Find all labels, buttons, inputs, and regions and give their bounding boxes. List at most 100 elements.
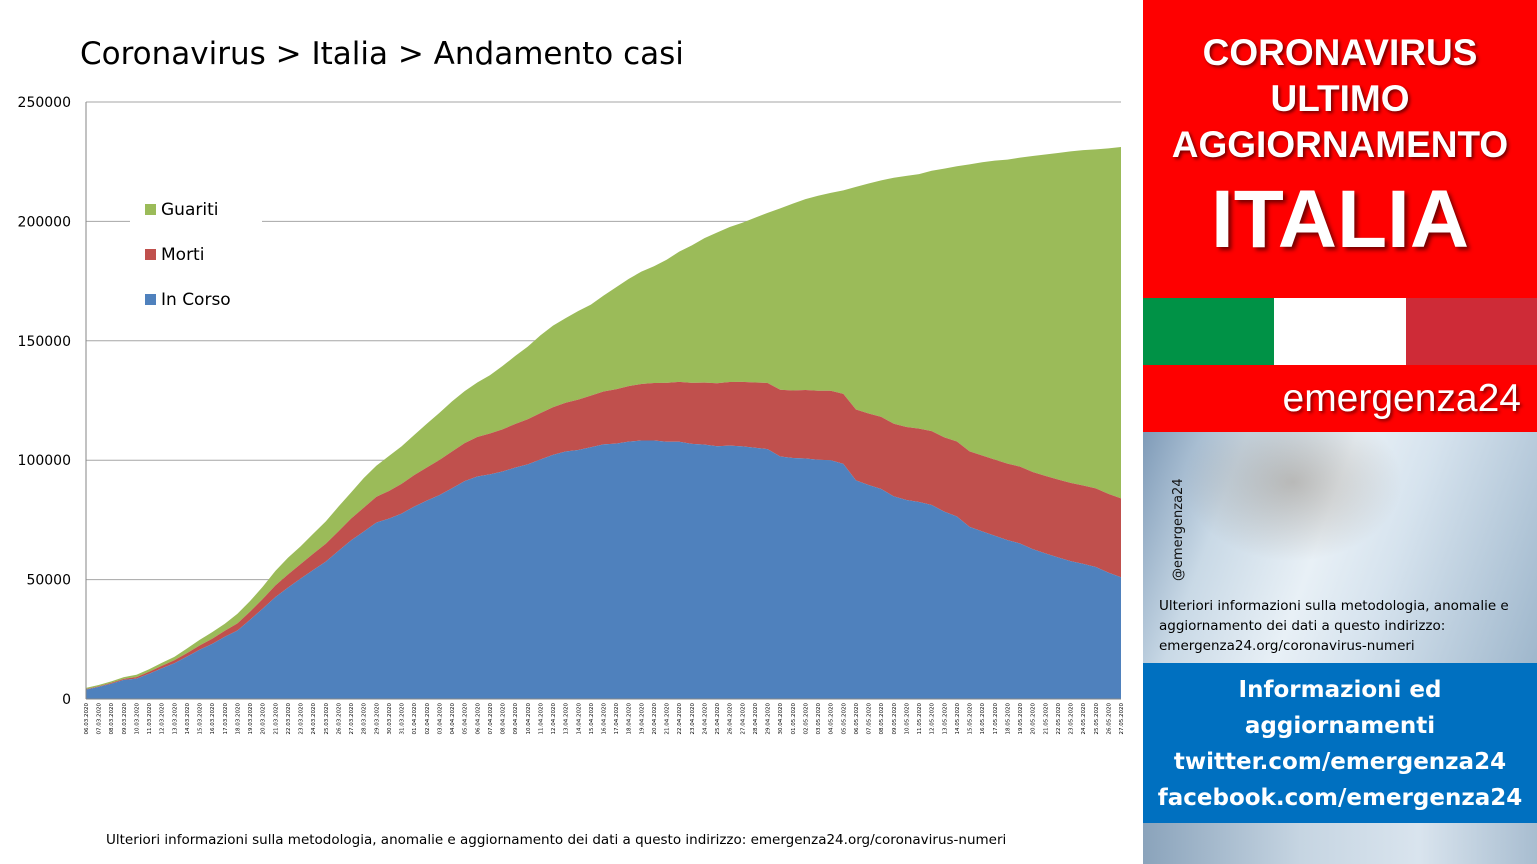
x-tick-label: 25.03.2020	[324, 703, 330, 735]
area-series-guariti	[86, 147, 1121, 690]
x-tick-label: 09.05.2020	[892, 703, 898, 735]
info-line-1: Informazioni ed	[1238, 677, 1442, 703]
x-tick-label: 22.04.2020	[677, 703, 683, 735]
x-tick-label: 19.05.2020	[1018, 703, 1024, 735]
x-tick-label: 08.04.2020	[501, 703, 507, 735]
x-tick-label: 06.05.2020	[854, 703, 860, 735]
legend-label: Guariti	[161, 200, 218, 220]
x-tick-label: 06.03.2020	[84, 703, 90, 735]
x-tick-label: 16.05.2020	[980, 703, 986, 735]
x-tick-label: 26.05.2020	[1106, 703, 1112, 735]
x-tick-label: 11.05.2020	[917, 703, 923, 735]
brand-bar: emergenza24	[1143, 365, 1537, 432]
x-tick-label: 25.04.2020	[715, 703, 721, 735]
x-tick-label: 21.04.2020	[665, 703, 671, 735]
x-tick-label: 22.05.2020	[1056, 703, 1062, 735]
headline-panel: CORONAVIRUS ULTIMO AGGIORNAMENTO ITALIA	[1143, 0, 1537, 298]
y-tick-label: 150000	[18, 334, 71, 350]
y-tick-label: 250000	[18, 95, 71, 111]
x-tick-label: 25.05.2020	[1094, 703, 1100, 735]
flag-stripe-green	[1143, 298, 1274, 365]
legend-label: In Corso	[161, 290, 231, 310]
x-tick-label: 04.04.2020	[450, 703, 456, 735]
x-tick-label: 23.03.2020	[299, 703, 305, 735]
area-series-morti	[86, 381, 1121, 690]
x-tick-label: 10.04.2020	[526, 703, 532, 735]
x-tick-label: 16.04.2020	[602, 703, 608, 735]
sidebar: CORONAVIRUS ULTIMO AGGIORNAMENTO ITALIA …	[1143, 0, 1537, 864]
x-tick-label: 23.05.2020	[1069, 703, 1075, 735]
x-tick-label: 02.05.2020	[803, 703, 809, 735]
twitter-link[interactable]: twitter.com/emergenza24	[1173, 749, 1507, 775]
legend-swatch	[145, 204, 156, 215]
x-tick-label: 10.05.2020	[904, 703, 910, 735]
x-tick-label: 18.05.2020	[1005, 703, 1011, 735]
x-tick-label: 18.04.2020	[627, 703, 633, 735]
x-tick-label: 03.04.2020	[437, 703, 443, 735]
x-tick-label: 26.03.2020	[336, 703, 342, 735]
x-tick-label: 04.05.2020	[829, 703, 835, 735]
x-tick-label: 30.03.2020	[387, 703, 393, 735]
x-tick-label: 20.03.2020	[261, 703, 267, 735]
x-tick-label: 27.03.2020	[349, 703, 355, 735]
y-tick-label: 200000	[18, 214, 71, 230]
x-tick-label: 08.03.2020	[109, 703, 115, 735]
x-tick-label: 17.03.2020	[223, 703, 229, 735]
x-tick-label: 10.03.2020	[134, 703, 140, 735]
headline-line-1: CORONAVIRUS	[1202, 32, 1478, 73]
y-tick-label: 50000	[26, 573, 71, 589]
chart-title: Coronavirus > Italia > Andamento casi	[80, 36, 684, 72]
x-tick-label: 17.05.2020	[993, 703, 999, 735]
flag-stripe-white	[1274, 298, 1406, 365]
x-tick-label: 30.04.2020	[778, 703, 784, 735]
headline-line-2: ULTIMO	[1270, 78, 1410, 119]
legend-label: Morti	[161, 245, 204, 265]
x-tick-label: 07.04.2020	[488, 703, 494, 735]
info-line-2: aggiornamenti	[1244, 713, 1436, 739]
y-tick-label: 0	[62, 692, 71, 708]
x-tick-label: 20.04.2020	[652, 703, 658, 735]
x-tick-label: 15.05.2020	[968, 703, 974, 735]
x-tick-label: 06.04.2020	[475, 703, 481, 735]
background-photo: @emergenza24 Ulteriori informazioni sull…	[1143, 432, 1537, 663]
x-tick-label: 19.03.2020	[248, 703, 254, 735]
x-tick-label: 09.03.2020	[122, 703, 128, 735]
methodology-note: Ulteriori informazioni sulla metodologia…	[1159, 598, 1509, 654]
brand-logo-text: emergenza24	[1282, 377, 1522, 420]
x-tick-label: 01.05.2020	[791, 703, 797, 735]
x-tick-label: 23.04.2020	[690, 703, 696, 735]
x-tick-label: 21.03.2020	[273, 703, 279, 735]
x-tick-label: 02.04.2020	[425, 703, 431, 735]
x-tick-label: 27.04.2020	[740, 703, 746, 735]
x-tick-label: 13.03.2020	[172, 703, 178, 735]
x-tick-label: 24.04.2020	[702, 703, 708, 735]
x-tick-label: 22.03.2020	[286, 703, 292, 735]
facebook-link[interactable]: facebook.com/emergenza24	[1157, 785, 1523, 811]
country-name: ITALIA	[1210, 174, 1470, 265]
x-tick-label: 14.04.2020	[576, 703, 582, 735]
italian-flag	[1143, 298, 1537, 365]
x-tick-label: 15.03.2020	[198, 703, 204, 735]
x-tick-label: 07.03.2020	[97, 703, 103, 735]
x-tick-label: 14.03.2020	[185, 703, 191, 735]
area-series-in-corso	[86, 440, 1121, 699]
footnote: Ulteriori informazioni sulla metodologia…	[106, 832, 1007, 848]
x-tick-label: 05.05.2020	[841, 703, 847, 735]
stacked-area-chart: 0 50000 100000 150000 200000 250000 06.03.2020…	[18, 95, 1125, 735]
x-tick-label: 12.03.2020	[160, 703, 166, 735]
bottom-photo-strip	[1143, 823, 1537, 864]
x-tick-label: 11.03.2020	[147, 703, 153, 735]
x-tick-label: 19.04.2020	[639, 703, 645, 735]
x-tick-label: 12.05.2020	[930, 703, 936, 735]
x-tick-label: 13.04.2020	[564, 703, 570, 735]
y-tick-label: 100000	[18, 453, 71, 469]
x-tick-label: 14.05.2020	[955, 703, 961, 735]
x-tick-label: 12.04.2020	[551, 703, 557, 735]
x-tick-label: 24.03.2020	[311, 703, 317, 735]
photo-blur	[1183, 432, 1403, 562]
x-tick-label: 01.04.2020	[412, 703, 418, 735]
x-tick-label: 20.05.2020	[1031, 703, 1037, 735]
x-tick-label: 24.05.2020	[1081, 703, 1087, 735]
x-tick-label: 29.04.2020	[766, 703, 772, 735]
